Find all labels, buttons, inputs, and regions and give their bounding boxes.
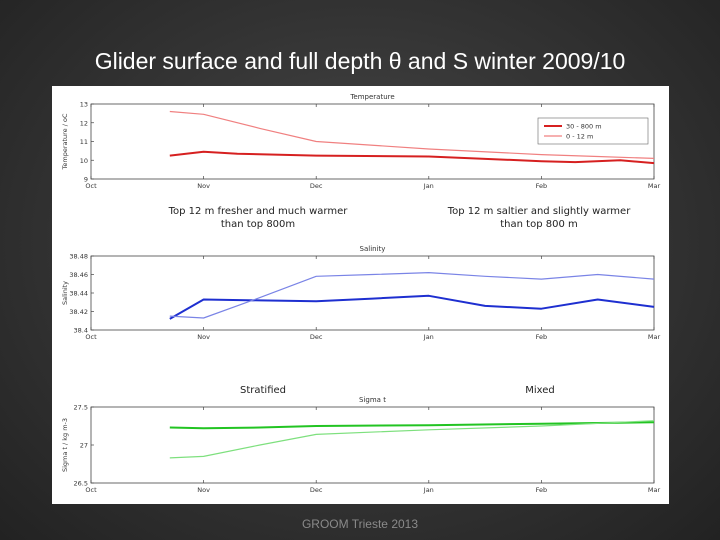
series-line-0 (169, 421, 655, 430)
x-tick-label: Dec (310, 333, 323, 341)
charts-svg: Temperature Oct Nov Dec Jan Feb Mar 9 10 11 12 13 Te… (61, 93, 660, 494)
x-tick-label: Jan (423, 486, 434, 494)
y-axis-label: Sigma t / kg m-3 (61, 418, 69, 472)
x-tick-label: Jan (423, 333, 434, 341)
annotation-top-right-1: Top 12 m saltier and slightly warmer (447, 206, 632, 217)
x-tick-label: Dec (310, 182, 323, 190)
legend-entry: 0 - 12 m (566, 133, 593, 141)
y-axis-label: Salinity (61, 281, 69, 305)
y-tick-label: 38.48 (69, 253, 88, 261)
x-tick-label: Nov (197, 333, 210, 341)
annotation-top-right-2: than top 800 m (500, 219, 577, 230)
y-axis-label: Temperature / oC (61, 113, 69, 170)
plot-frame (90, 406, 655, 484)
x-tick-label: Feb (536, 486, 548, 494)
x-tick-label: Nov (197, 182, 210, 190)
x-tick-label: Oct (85, 486, 97, 494)
chart-title: Salinity (360, 245, 386, 253)
y-tick-label: 38.44 (69, 290, 88, 298)
chart-0: Temperature Oct Nov Dec Jan Feb Mar 9 10 11 12 13 Te… (61, 93, 660, 190)
chart-title: Sigma t (359, 396, 386, 404)
x-tick-label: Feb (536, 333, 548, 341)
series-line-1 (169, 272, 655, 319)
chart-title: Temperature (349, 93, 394, 101)
series-line-1 (169, 110, 655, 159)
annotation-mixed: Mixed (525, 385, 555, 396)
series-line-1 (169, 420, 655, 459)
x-tick-label: Mar (648, 333, 661, 341)
y-tick-label: 10 (80, 157, 88, 165)
y-tick-label: 38.46 (69, 271, 88, 279)
figure-panel: Temperature Oct Nov Dec Jan Feb Mar 9 10 11 12 13 Te… (52, 86, 669, 504)
x-tick-label: Jan (423, 182, 434, 190)
x-tick-label: Oct (85, 182, 97, 190)
legend: 30 - 800 m 0 - 12 m (537, 117, 649, 145)
y-tick-label: 9 (84, 176, 88, 184)
chart-1: Salinity Oct Nov Dec Jan Feb Mar 38.4 38.42 38.44… (61, 245, 660, 341)
x-tick-label: Nov (197, 486, 210, 494)
y-tick-label: 38.42 (69, 308, 88, 316)
y-tick-label: 27 (80, 442, 88, 450)
y-tick-label: 26.5 (74, 480, 88, 488)
y-tick-label: 27.5 (74, 404, 88, 412)
x-tick-label: Dec (310, 486, 323, 494)
legend-box (537, 117, 649, 145)
x-tick-label: Oct (85, 333, 97, 341)
series-line-0 (169, 150, 655, 165)
x-tick-label: Feb (536, 182, 548, 190)
y-tick-label: 38.4 (74, 327, 88, 335)
plot-frame (90, 255, 655, 331)
series-line-0 (169, 294, 655, 320)
y-tick-label: 12 (80, 119, 88, 127)
chart-2: Sigma t Oct Nov Dec Jan Feb Mar 26.5 27 27.5 Sigma… (61, 396, 660, 494)
slide-title: Glider surface and full depth θ and S wi… (94, 48, 626, 74)
x-tick-label: Mar (648, 182, 661, 190)
y-tick-label: 11 (80, 138, 88, 146)
annotation-top-left-2: than top 800m (221, 219, 295, 230)
footer-text: GROOM Trieste 2013 (301, 517, 419, 531)
y-tick-label: 13 (80, 101, 88, 109)
x-tick-label: Mar (648, 486, 661, 494)
annotation-stratified: Stratified (240, 385, 286, 396)
legend-entry: 30 - 800 m (566, 123, 602, 131)
annotation-top-left-1: Top 12 m fresher and much warmer (168, 206, 349, 217)
